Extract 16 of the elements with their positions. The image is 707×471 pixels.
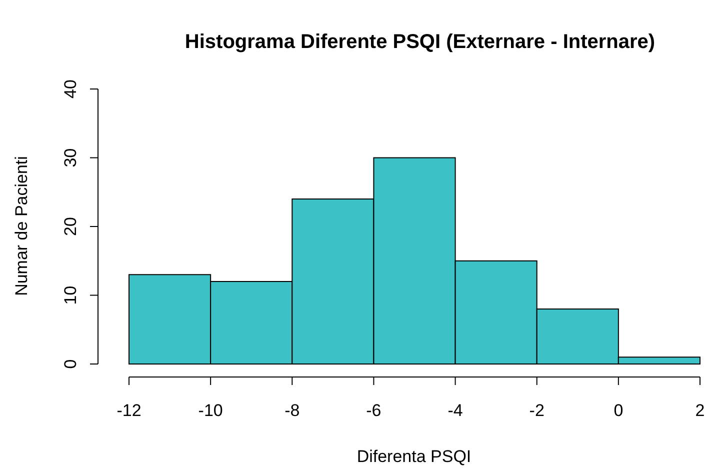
x-tick-label: -12 — [116, 401, 142, 420]
y-tick-label: 10 — [61, 286, 80, 305]
x-tick-label: -8 — [284, 401, 300, 420]
x-tick-label: -10 — [198, 401, 223, 420]
x-tick-label: -4 — [448, 401, 463, 420]
x-axis-title: Diferenta PSQI — [356, 447, 472, 466]
y-tick-label: 30 — [61, 148, 80, 168]
y-tick-label: 0 — [61, 359, 80, 369]
y-tick-label: 20 — [61, 217, 80, 236]
y-tick-label: 40 — [61, 80, 80, 98]
chart-title: Histograma Diferente PSQI (Externare - Internare) — [184, 31, 656, 53]
y-axis-title: Numar de Pacienti — [12, 156, 31, 296]
x-tick-label: 0 — [614, 401, 624, 420]
x-tick-label: -2 — [529, 401, 544, 420]
x-tick-label: 2 — [695, 401, 705, 420]
x-tick-label: -6 — [366, 401, 382, 420]
